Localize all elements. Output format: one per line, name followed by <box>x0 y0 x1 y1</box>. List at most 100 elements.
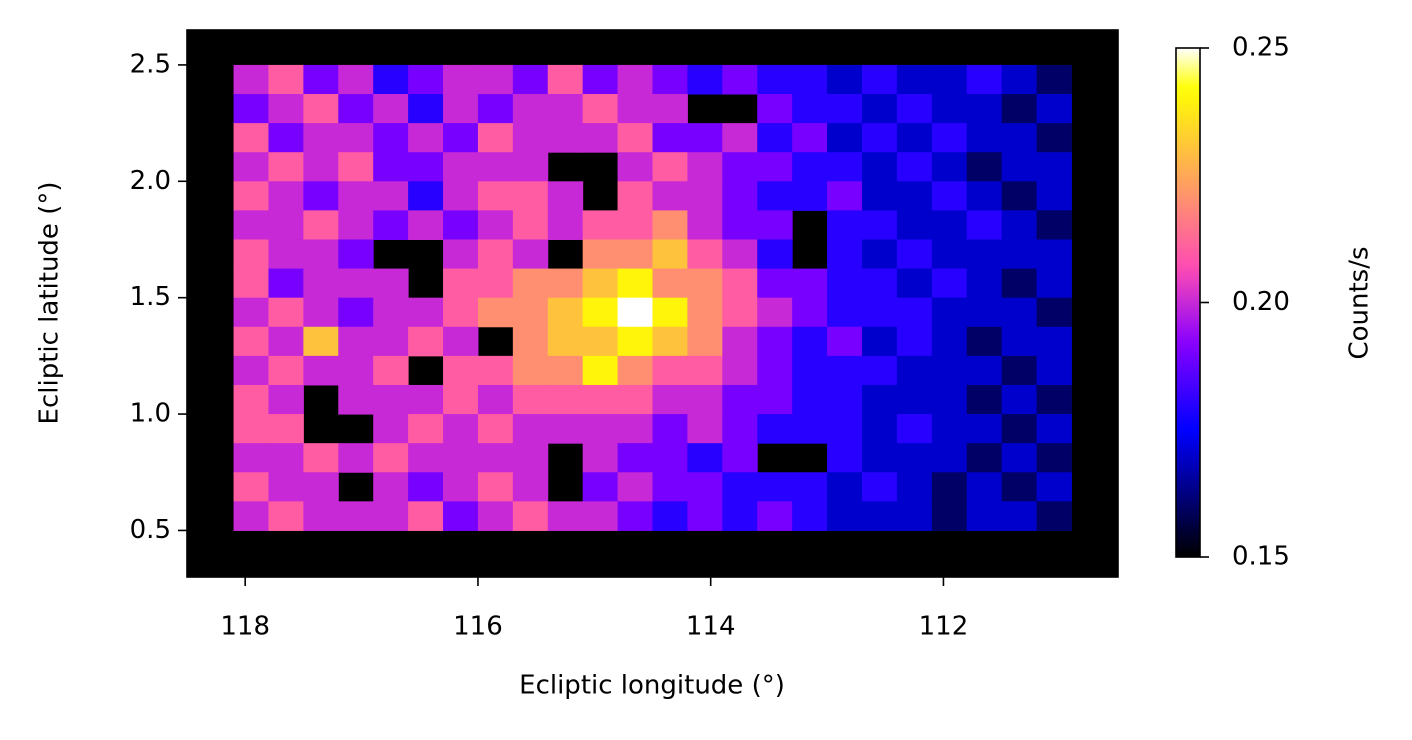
heatmap-cell <box>338 181 374 211</box>
heatmap-cell <box>827 501 863 531</box>
heatmap-cell <box>617 94 653 124</box>
heatmap-cell <box>792 268 828 299</box>
heatmap-cell <box>338 297 374 328</box>
heatmap-cell <box>896 414 933 444</box>
heatmap-cell <box>896 210 933 240</box>
heatmap-cell <box>1036 239 1072 270</box>
heatmap-cell <box>1036 501 1072 531</box>
heatmap-cell <box>617 239 653 270</box>
heatmap-cell <box>512 94 549 124</box>
heatmap-cell <box>477 355 514 386</box>
heatmap-cell <box>338 268 374 299</box>
heatmap-cell <box>861 326 898 357</box>
plot-frame <box>186 29 1119 578</box>
heatmap-cell <box>861 94 898 124</box>
heatmap-cell <box>547 501 584 531</box>
heatmap-cell <box>966 443 1003 473</box>
heatmap-cells <box>233 64 1072 531</box>
heatmap-cell <box>373 181 409 211</box>
heatmap-cell <box>687 501 723 531</box>
heatmap-cell <box>338 123 374 153</box>
heatmap-cell <box>966 501 1003 531</box>
heatmap-cell <box>1001 64 1038 95</box>
heatmap-cell <box>477 268 514 299</box>
heatmap-cell <box>1001 326 1038 357</box>
heatmap-cell <box>373 210 409 240</box>
heatmap-cell <box>652 384 688 415</box>
x-tick-label: 118 <box>220 612 270 642</box>
heatmap-cell <box>443 472 479 502</box>
heatmap-cell <box>582 64 619 95</box>
heatmap-cell <box>373 472 409 502</box>
heatmap-cell <box>477 239 514 270</box>
heatmap-cell <box>233 94 269 124</box>
heatmap-cell <box>547 210 584 240</box>
heatmap-cell <box>443 443 479 473</box>
heatmap-cell <box>268 152 304 182</box>
heatmap-cell <box>547 64 584 95</box>
heatmap-cell <box>757 414 793 444</box>
heatmap-cell <box>1036 297 1072 328</box>
heatmap-cell <box>373 501 409 531</box>
heatmap-cell <box>966 123 1003 153</box>
heatmap-cell <box>652 64 688 95</box>
heatmap-cell <box>408 501 444 531</box>
x-axis-label: Ecliptic longitude (°) <box>519 671 785 701</box>
heatmap-cell <box>512 472 549 502</box>
heatmap-cell <box>1036 123 1072 153</box>
heatmap-cell <box>1036 268 1072 299</box>
heatmap-cell <box>966 297 1003 328</box>
heatmap-cell <box>268 181 304 211</box>
heatmap-cell <box>652 443 688 473</box>
heatmap-cell <box>617 210 653 240</box>
heatmap-cell <box>617 64 653 95</box>
heatmap-cell <box>512 210 549 240</box>
heatmap-cell <box>827 152 863 182</box>
heatmap-cell <box>966 64 1003 95</box>
heatmap-cell <box>652 181 688 211</box>
heatmap-cell <box>652 326 688 357</box>
heatmap-cell <box>652 268 688 299</box>
heatmap-cell <box>268 501 304 531</box>
heatmap-cell <box>477 123 514 153</box>
heatmap-cell <box>1001 94 1038 124</box>
heatmap-cell <box>827 181 863 211</box>
heatmap-cell <box>827 239 863 270</box>
heatmap-cell <box>338 64 374 95</box>
heatmap-cell <box>861 181 898 211</box>
heatmap-cell <box>1036 355 1072 386</box>
heatmap-cell <box>792 181 828 211</box>
heatmap-cell <box>757 181 793 211</box>
heatmap-cell <box>268 326 304 357</box>
heatmap-cell <box>303 355 339 386</box>
heatmap-cell <box>861 384 898 415</box>
heatmap-cell <box>233 297 269 328</box>
heatmap-cell <box>582 123 619 153</box>
heatmap-cell <box>512 326 549 357</box>
heatmap-cell <box>1001 384 1038 415</box>
heatmap-cell <box>547 414 584 444</box>
heatmap-cell <box>547 355 584 386</box>
heatmap-cell <box>303 501 339 531</box>
heatmap-cell <box>582 355 619 386</box>
heatmap-cell <box>687 210 723 240</box>
heatmap-cell <box>338 355 374 386</box>
heatmap-cell <box>443 239 479 270</box>
heatmap-cell <box>687 239 723 270</box>
heatmap-cell <box>617 297 653 328</box>
heatmap-cell <box>757 123 793 153</box>
heatmap-cell <box>966 210 1003 240</box>
heatmap-cell <box>303 152 339 182</box>
heatmap-cell <box>443 297 479 328</box>
y-tick-label: 2.0 <box>130 166 171 196</box>
heatmap-cell <box>861 472 898 502</box>
heatmap-cell <box>861 64 898 95</box>
heatmap-cell <box>896 239 933 270</box>
heatmap-cell <box>931 152 968 182</box>
heatmap-cell <box>757 355 793 386</box>
heatmap-cell <box>582 414 619 444</box>
heatmap-cell <box>477 152 514 182</box>
heatmap-cell <box>687 384 723 415</box>
heatmap-cell <box>1036 384 1072 415</box>
